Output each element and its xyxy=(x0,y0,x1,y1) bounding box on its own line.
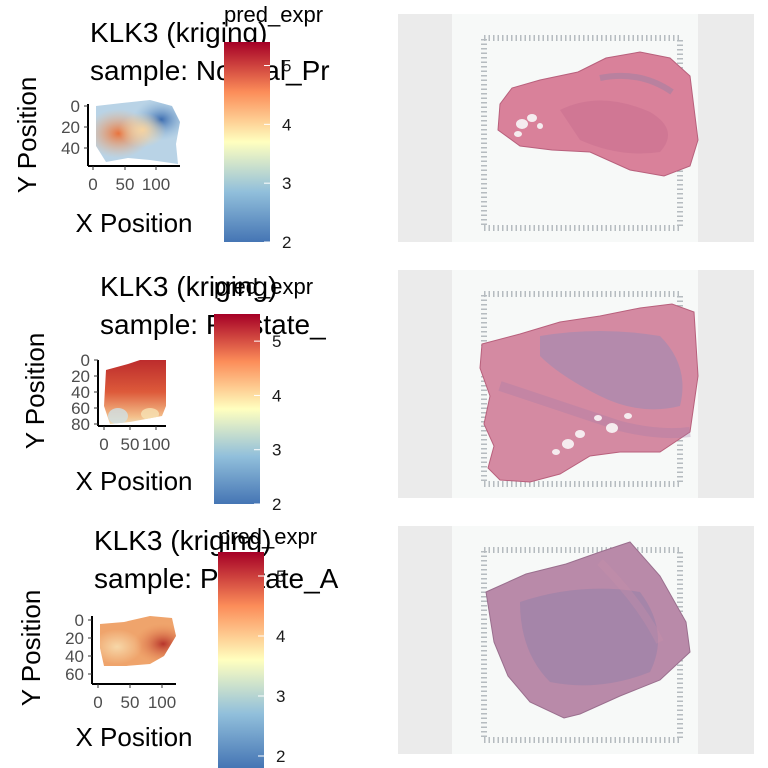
x-tick-label: 50 xyxy=(121,693,140,712)
y-tick-label: 0 xyxy=(75,611,84,630)
legend-title: pred_expr xyxy=(214,274,313,299)
legend-tick-label: 3 xyxy=(282,174,291,193)
legend-tick-label: 3 xyxy=(272,441,281,460)
legend-colorbar xyxy=(218,552,264,768)
he-tissue-image xyxy=(452,14,699,242)
legend-ticks: 5 4 3 2 xyxy=(254,332,281,512)
y-tick-label: 0 xyxy=(81,351,90,370)
chart-title-line-1: KLK3 (kriging) xyxy=(94,525,271,556)
legend-tick-label: 2 xyxy=(282,233,291,252)
panel-row-1: KLK3 (kriging) sample: Normal_Pr 0 20 40… xyxy=(0,0,768,256)
y-tick-label: 80 xyxy=(71,415,90,434)
x-tick-label: 100 xyxy=(142,175,170,194)
legend-tick-label: 3 xyxy=(276,687,285,706)
legend-colorbar xyxy=(214,314,260,504)
heatmap-surface xyxy=(100,616,176,666)
x-tick-label: 100 xyxy=(142,435,170,454)
legend-tick-label: 2 xyxy=(276,747,285,766)
x-tick-label: 0 xyxy=(99,435,108,454)
chart-panel-1: KLK3 (kriging) sample: Normal_Pr 0 20 40… xyxy=(12,2,754,252)
x-tick-label: 50 xyxy=(121,435,140,454)
chart-title-line-2: sample: Prostate_A xyxy=(94,563,339,594)
x-axis-title: X Position xyxy=(75,722,192,752)
chart-panel-2: KLK3 (kriging) sample: Prostate_ 0 20 40… xyxy=(20,270,754,512)
x-axis-title: X Position xyxy=(75,208,192,238)
heatmap-surface xyxy=(104,360,166,424)
legend-tick-label: 5 xyxy=(282,57,291,76)
panel-row-2: KLK3 (kriging) sample: Prostate_ 0 20 40… xyxy=(0,256,768,512)
chart-title-line-2: sample: Normal_Pr xyxy=(90,55,330,86)
y-tick-label: 40 xyxy=(61,139,80,158)
legend-tick-label: 5 xyxy=(276,567,285,586)
chart-panel-3: KLK3 (kriging) sample: Prostate_A 0 20 4… xyxy=(16,524,754,768)
legend-colorbar xyxy=(224,42,270,242)
legend-tick-label: 5 xyxy=(272,332,281,351)
legend-title: pred_expr xyxy=(224,2,323,27)
heatmap-surface xyxy=(96,100,180,164)
y-tick-label: 60 xyxy=(71,399,90,418)
he-tissue-image xyxy=(452,270,699,498)
chart-title-line-1: KLK3 (kriging) xyxy=(100,271,277,302)
y-tick-label: 20 xyxy=(71,367,90,386)
legend-title: pred_expr xyxy=(218,524,317,549)
x-axis-title: X Position xyxy=(75,466,192,496)
y-axis-title: Y Position xyxy=(20,333,50,450)
chart-title-line-2: sample: Prostate_ xyxy=(100,309,326,340)
x-tick-label: 100 xyxy=(148,693,176,712)
legend-ticks: 5 4 3 2 xyxy=(258,567,285,766)
legend-tick-label: 4 xyxy=(272,386,281,405)
legend-ticks: 5 4 3 2 xyxy=(264,57,291,252)
he-tissue-image xyxy=(452,526,698,754)
legend-tick-label: 4 xyxy=(276,627,285,646)
y-tick-label: 40 xyxy=(71,383,90,402)
x-tick-label: 50 xyxy=(116,175,135,194)
y-tick-label: 20 xyxy=(61,118,80,137)
panel-row-3: KLK3 (kriging) sample: Prostate_A 0 20 4… xyxy=(0,512,768,768)
legend-tick-label: 4 xyxy=(282,115,291,134)
legend-tick-label: 2 xyxy=(272,495,281,512)
y-tick-label: 60 xyxy=(65,665,84,684)
y-tick-label: 40 xyxy=(65,647,84,666)
x-tick-label: 0 xyxy=(88,175,97,194)
y-axis-title: Y Position xyxy=(16,590,46,707)
x-tick-label: 0 xyxy=(93,693,102,712)
y-axis-title: Y Position xyxy=(12,77,42,194)
y-tick-label: 20 xyxy=(65,629,84,648)
y-tick-label: 0 xyxy=(71,97,80,116)
